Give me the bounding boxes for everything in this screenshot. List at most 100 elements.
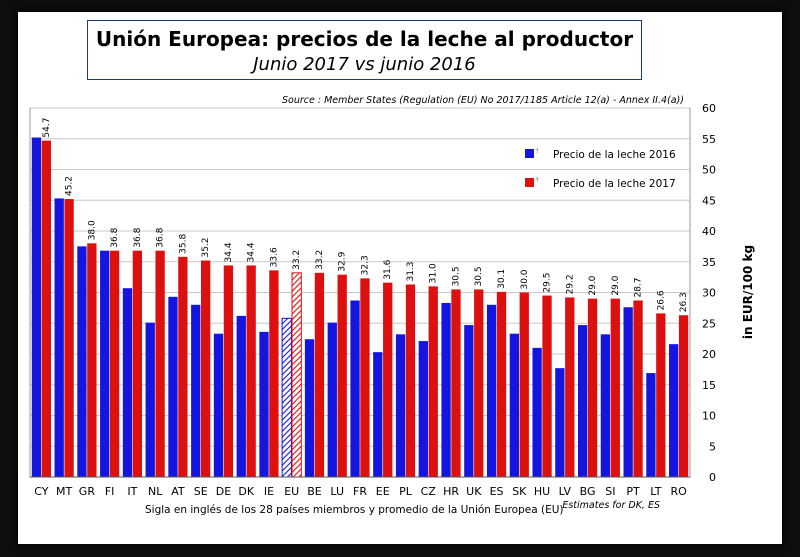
bars [31, 137, 689, 478]
bar-2017-de [223, 265, 234, 477]
data-label-fr: 32.3 [360, 255, 370, 275]
bar-2016-lt [646, 373, 656, 477]
bar-2016-at [168, 296, 178, 477]
y-tick-label: 50 [702, 164, 716, 177]
data-label-lt: 26.6 [656, 290, 666, 310]
x-tick-label-eu: EU [284, 485, 299, 498]
bar-2016-hu [532, 347, 542, 477]
bar-2016-ee [373, 352, 383, 477]
bar-2017-hu [542, 295, 552, 477]
y-tick-label: 55 [702, 133, 716, 146]
legend-label-2016: Precio de la leche 2016 [553, 149, 676, 161]
bar-2017-cz [428, 286, 438, 477]
bar-2017-si [610, 298, 620, 477]
bar-2016-de [213, 333, 224, 477]
x-tick-label-dk: DK [238, 485, 254, 498]
bar-2016-sk [509, 333, 520, 477]
bar-2016-pt [623, 307, 633, 477]
data-label-at: 35.8 [178, 234, 188, 254]
legend-swatch-2017 [525, 178, 534, 187]
data-label-pt: 28.7 [634, 277, 644, 297]
bar-2017-hr [451, 289, 461, 477]
data-label-ro: 26.3 [679, 292, 689, 312]
data-label-lv: 29.2 [565, 274, 575, 294]
x-tick-label-si: SI [605, 485, 615, 498]
bar-2016-dk [236, 315, 246, 477]
data-labels: 54.7 45.2 38.0 36.8 36.8 36.8 35.8 35.2 34.4 34.4… [42, 118, 689, 313]
bar-2016-gr [77, 246, 87, 477]
x-tick-label-it: IT [127, 485, 137, 498]
axes: 0 5 10 15 20 25 30 35 40 45 50 55 60 CY MT GR FI IT NL AT SE… [30, 102, 716, 498]
x-tick-label-cy: CY [34, 485, 48, 498]
bar-2017-se [200, 260, 211, 477]
x-tick-label-ro: RO [670, 485, 687, 498]
bar-2017-it [132, 250, 143, 477]
x-tick-label-at: AT [171, 485, 185, 498]
y-tick-label: 25 [702, 317, 716, 330]
bar-2016-si [600, 334, 611, 477]
bar-2017-bg [587, 298, 598, 477]
x-tick-label-hu: HU [534, 485, 550, 498]
bar-2016-it [122, 288, 133, 477]
chart-title: Unión Europea: precios de la leche al pr… [95, 27, 634, 51]
x-tick-label-fi: FI [105, 485, 115, 498]
bar-2016-eu [281, 317, 292, 478]
x-tick-label-lu: LU [330, 485, 344, 498]
bar-2016-fi [100, 250, 110, 477]
legend-swatch-2016 [525, 149, 534, 158]
x-tick-label-de: DE [216, 485, 231, 498]
bar-2017-mt [64, 199, 74, 477]
bar-2017-uk [474, 289, 484, 477]
bar-2017-eu [291, 272, 302, 478]
x-tick-label-lt: LT [650, 485, 662, 498]
bar-2017-es [496, 291, 507, 477]
data-label-cz: 31.0 [429, 263, 439, 283]
y-tick-label: 10 [702, 410, 716, 423]
data-label-gr: 38.0 [87, 220, 97, 240]
x-tick-label-gr: GR [79, 485, 96, 498]
footnote: Sigla en inglés de los 28 países miembro… [145, 504, 564, 516]
data-label-uk: 30.5 [474, 266, 484, 286]
x-tick-label-es: ES [490, 485, 504, 498]
bar-2016-es [486, 304, 497, 477]
bar-2016-lu [327, 322, 337, 477]
bar-2016-ie [259, 331, 269, 477]
data-label-lu: 32.9 [338, 251, 348, 271]
x-tick-label-nl: NL [148, 485, 163, 498]
bar-2017-lu [337, 274, 347, 477]
x-tick-label-ee: EE [376, 485, 390, 498]
x-tick-label-lv: LV [559, 485, 572, 498]
data-label-mt: 45.2 [65, 176, 75, 196]
y-tick-label: 20 [702, 348, 716, 361]
y-tick-label: 40 [702, 225, 716, 238]
bar-2017-fr [360, 278, 370, 477]
source-text: Source : Member States (Regulation (EU) … [282, 95, 684, 106]
bar-2017-pl [405, 284, 416, 477]
bar-2016-lv [555, 368, 565, 477]
data-label-hr: 30.5 [451, 266, 461, 286]
bar-2017-cy [41, 140, 51, 477]
data-label-se: 35.2 [201, 237, 211, 257]
data-label-es: 30.1 [497, 269, 507, 289]
data-label-ee: 31.6 [383, 259, 393, 279]
bar-2017-pt [633, 300, 643, 477]
legend-arrow-2016: ↑ [535, 146, 539, 155]
legend: ↑ Precio de la leche 2016 ↑ Precio de la… [525, 146, 676, 190]
bar-2016-uk [464, 325, 474, 477]
data-label-fi: 36.8 [110, 227, 120, 247]
y-tick-label: 35 [702, 256, 716, 269]
data-label-sk: 30.0 [520, 269, 530, 289]
x-tick-label-se: SE [194, 485, 208, 498]
x-tick-label-ie: IE [264, 485, 274, 498]
bar-2017-ie [269, 270, 279, 477]
x-tick-label-hr: HR [443, 485, 459, 498]
data-label-ie: 33.6 [269, 247, 279, 267]
data-label-si: 29.0 [611, 275, 621, 295]
data-label-it: 36.8 [133, 227, 143, 247]
bar-2017-lv [565, 297, 575, 477]
x-tick-label-cz: CZ [421, 485, 437, 498]
x-tick-label-fr: FR [353, 485, 367, 498]
y-tick-label: 30 [702, 287, 716, 300]
bar-2016-pl [395, 334, 406, 477]
